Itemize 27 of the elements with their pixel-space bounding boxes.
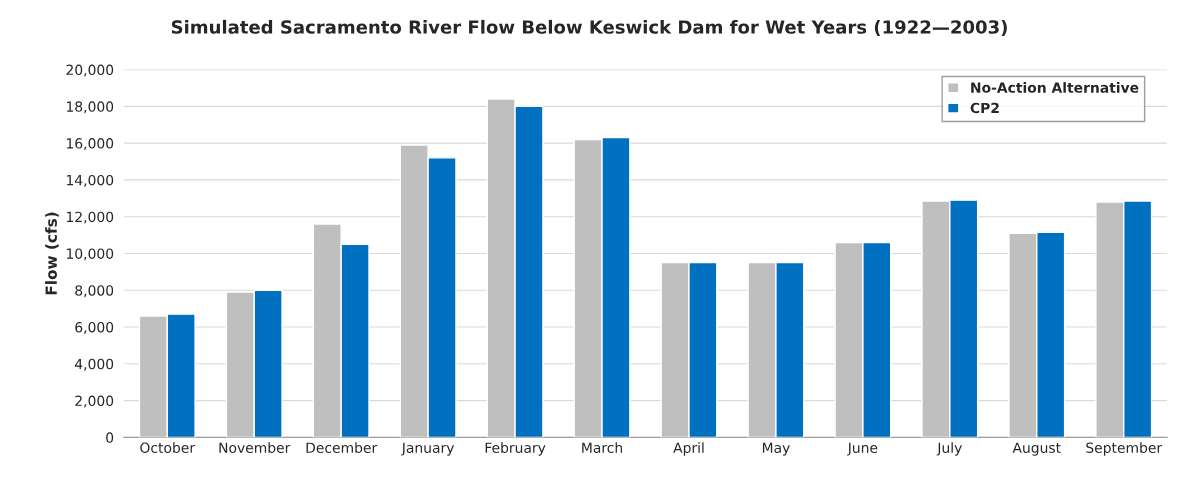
x-tick-label: August [1012, 442, 1061, 456]
y-axis-title: Flow (cfs) [45, 212, 59, 295]
x-tick-label: March [582, 442, 623, 453]
x-tick-label: June [847, 442, 878, 456]
x-tick-label: July [936, 442, 962, 456]
y-tick-label: 20,000 [66, 64, 114, 77]
x-tick-label: December [306, 442, 378, 453]
x-tick-label: May [762, 442, 790, 456]
legend-label: CP2 [970, 102, 999, 114]
y-tick-label: 2,000 [75, 395, 114, 408]
y-tick-label: 4,000 [74, 358, 114, 371]
legend-label: No-Action Alternative [971, 82, 1139, 93]
chart-title: Simulated Sacramento River Flow Below Keswick Dam for Wet Years (1922—2003) [171, 19, 1007, 36]
x-tick-label: September [1086, 442, 1163, 456]
y-tick-label: 14,000 [67, 174, 114, 187]
y-tick-label: 18,000 [67, 101, 114, 114]
x-tick-label: October [140, 442, 196, 453]
x-tick-label: January [401, 442, 455, 456]
y-tick-label: 6,000 [75, 321, 114, 334]
y-tick-label: 12,000 [67, 211, 114, 224]
x-tick-label: April [673, 442, 704, 456]
x-tick-label: February [485, 442, 546, 456]
y-tick-label: 8,000 [75, 285, 114, 298]
y-tick-label: 10,000 [67, 248, 114, 261]
y-tick-label: 16,000 [67, 138, 114, 151]
y-tick-label: 0 [106, 432, 114, 443]
x-tick-label: November [219, 442, 291, 453]
